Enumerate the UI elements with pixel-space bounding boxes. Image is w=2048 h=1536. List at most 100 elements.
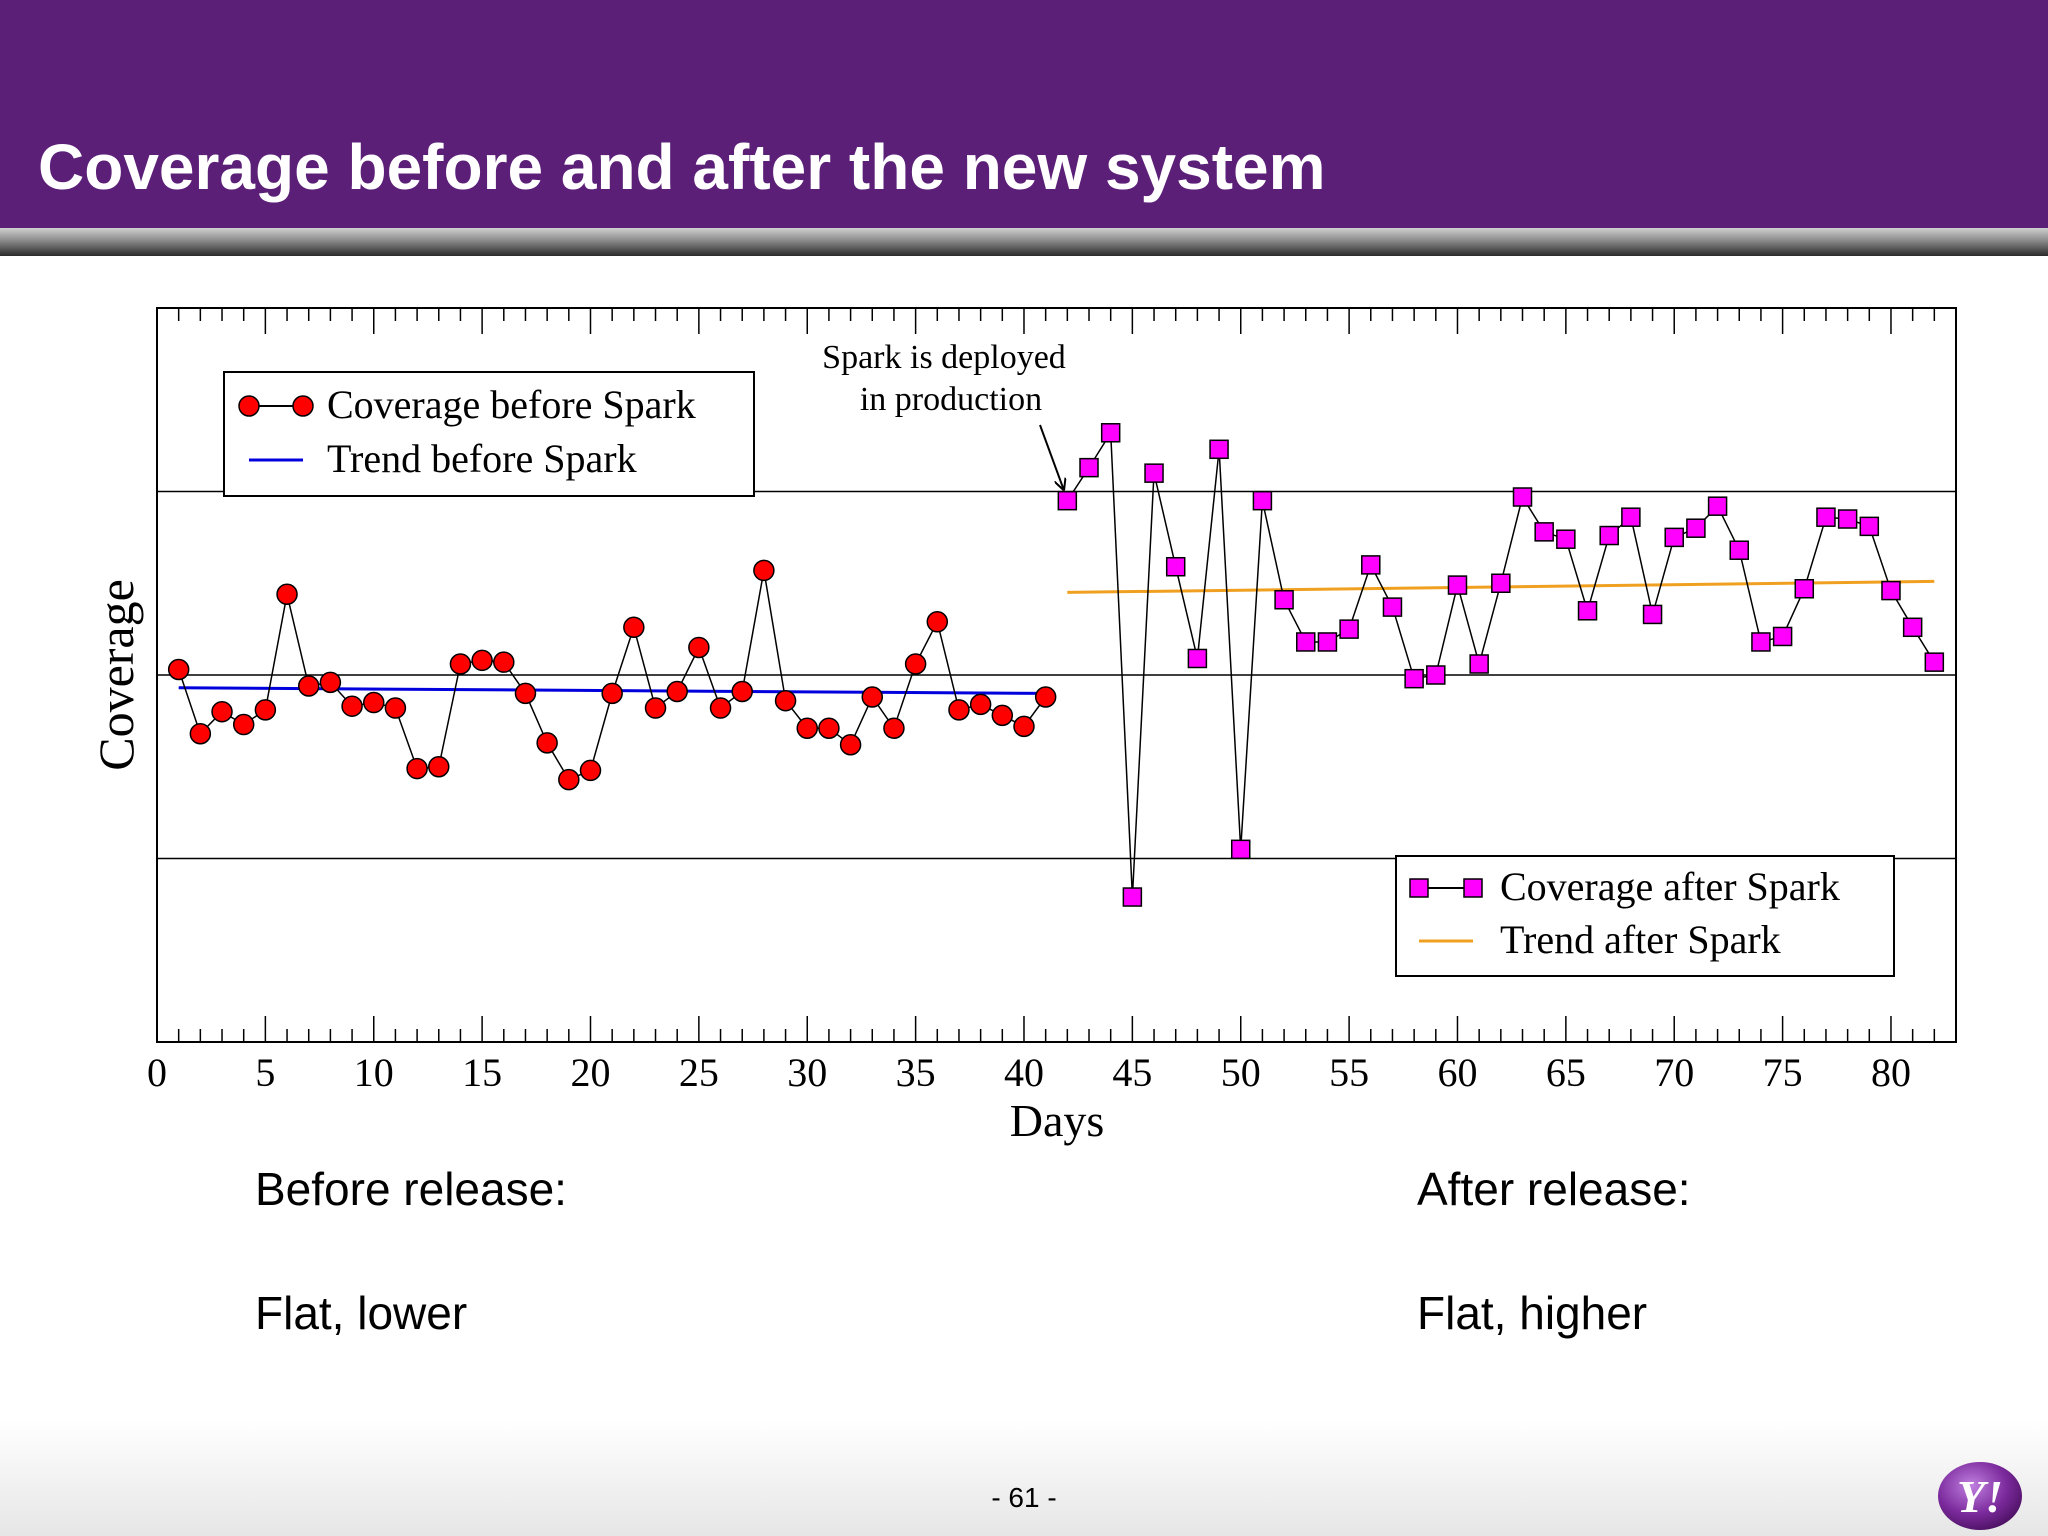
data-point-after (1382, 597, 1403, 617)
after-release-heading: After release: (1417, 1163, 1691, 1215)
data-point-before (189, 722, 212, 745)
data-point-after (1772, 626, 1793, 647)
data-point-before (1013, 715, 1035, 738)
legend-before-box (223, 371, 755, 497)
legend-coverage-after-marker (1463, 878, 1483, 898)
page-number: - 61 - (991, 1482, 1057, 1513)
data-point-before (536, 732, 558, 754)
x-tick-label: 30 (787, 1050, 827, 1095)
data-point-after (1404, 668, 1424, 689)
x-tick-label: 40 (1004, 1050, 1044, 1095)
x-tick-label: 65 (1546, 1050, 1586, 1095)
data-point-after (1621, 507, 1641, 527)
x-tick-label: 60 (1437, 1050, 1477, 1095)
data-point-after (1664, 527, 1684, 548)
data-point-after (1187, 648, 1208, 669)
data-point-after (1296, 632, 1316, 652)
annotation-spark-deployed: Spark is deployed in production (822, 339, 1066, 489)
legend-after: Coverage after Spark Trend after Spark (1395, 855, 1895, 977)
x-tick-label: 45 (1112, 1050, 1152, 1095)
data-point-after (1447, 575, 1468, 595)
data-point-before (839, 733, 862, 756)
slide-footer (0, 1420, 2048, 1536)
data-point-before (384, 697, 407, 719)
data-point-before (1034, 686, 1057, 708)
data-point-after (1057, 490, 1078, 511)
data-point-after (1794, 579, 1815, 599)
data-point-after (1816, 507, 1836, 527)
data-point-after (1902, 617, 1923, 638)
data-point-before (861, 686, 884, 708)
legend-coverage-before-label: Coverage before Spark (327, 382, 696, 427)
x-tick-label: 15 (462, 1050, 502, 1095)
x-tick-label: 75 (1763, 1050, 1803, 1095)
data-point-after (1491, 573, 1511, 593)
annotation-arrow (1039, 424, 1063, 489)
data-point-after (1274, 590, 1294, 610)
data-point-before (904, 653, 927, 675)
data-point-before (558, 768, 580, 791)
data-point-before (167, 658, 190, 681)
legend-after-box (1395, 855, 1895, 977)
data-point-before (969, 693, 992, 716)
legend-coverage-before-marker (292, 395, 314, 417)
data-point-before (254, 699, 277, 721)
data-point-after (1881, 580, 1901, 601)
data-point-after (1577, 601, 1598, 621)
data-point-before (319, 671, 342, 694)
after-release-description: Flat, higher (1417, 1287, 1648, 1339)
data-point-before (211, 700, 233, 723)
data-point-before (493, 651, 515, 673)
x-tick-label: 0 (147, 1050, 167, 1095)
yahoo-logo-text: Y! (1957, 1471, 2003, 1522)
legend-trend-before-label: Trend before Spark (327, 436, 637, 481)
data-point-before (753, 559, 775, 582)
data-point-after (1469, 654, 1489, 674)
data-point-after (1209, 439, 1229, 460)
y-axis-label: Coverage (88, 579, 144, 771)
data-point-before (579, 759, 602, 782)
data-point-after (1534, 522, 1554, 542)
data-point-after (1122, 887, 1143, 907)
data-point-before (623, 616, 645, 639)
data-point-before (666, 680, 688, 703)
data-point-before (688, 636, 710, 659)
data-point-after (1512, 487, 1533, 507)
data-point-after (1100, 423, 1121, 443)
data-point-after (1729, 540, 1750, 560)
x-tick-label: 10 (354, 1050, 394, 1095)
data-point-before (232, 713, 255, 736)
data-point-after (1339, 619, 1359, 639)
yahoo-logo: Y! (1938, 1462, 2022, 1530)
data-point-after (1751, 632, 1771, 652)
data-point-after (1426, 665, 1446, 685)
x-tick-label: 55 (1329, 1050, 1369, 1095)
legend-trend-after-label: Trend after Spark (1500, 917, 1781, 962)
data-point-before (471, 649, 493, 672)
data-point-before (796, 717, 818, 739)
data-point-before (428, 756, 450, 778)
data-point-before (926, 611, 949, 633)
x-tick-label: 80 (1871, 1050, 1911, 1095)
data-point-before (341, 695, 363, 717)
before-release-heading: Before release: (255, 1163, 567, 1215)
header-divider (0, 228, 2048, 256)
data-point-after (1686, 518, 1706, 538)
data-point-after (1707, 496, 1728, 516)
x-tick-label: 25 (679, 1050, 719, 1095)
data-point-before (449, 653, 472, 675)
slide-title: Coverage before and after the new system (38, 131, 1326, 203)
x-tick-label: 20 (570, 1050, 610, 1095)
data-point-before (774, 689, 797, 712)
coverage-chart: 0 5 10 15 20 25 30 35 40 45 50 55 60 65 70 75 80 Days Co… (88, 307, 1957, 1146)
data-point-after (1317, 632, 1338, 652)
data-point-before (276, 583, 298, 606)
annotation-line-1: Spark is deployed (822, 339, 1066, 376)
x-tick-label: 70 (1654, 1050, 1694, 1095)
slide-header (0, 0, 2048, 228)
legend-before: Coverage before Spark Trend before Spark (223, 371, 755, 497)
data-point-after (1599, 525, 1619, 546)
data-point-before (601, 682, 623, 705)
x-tick-label: 35 (896, 1050, 936, 1095)
legend-coverage-after-marker (1409, 878, 1429, 898)
